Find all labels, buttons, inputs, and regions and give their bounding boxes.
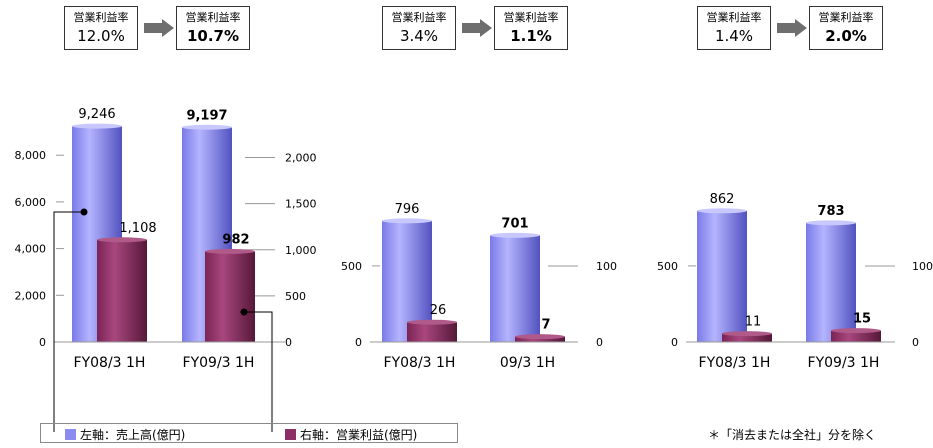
margin-after-value: 10.7% — [186, 27, 240, 45]
left-axis-tick-label: 6,000 — [15, 196, 47, 209]
sales-value-label: 796 — [395, 202, 420, 217]
profit-bar-top — [97, 237, 147, 243]
arrow-right-icon — [462, 19, 492, 37]
right-axis-tick-label: 100 — [912, 260, 933, 273]
margin-after-value: 2.0% — [825, 27, 867, 45]
right-axis-tick-label: 100 — [596, 260, 617, 273]
connector-left-dot — [80, 208, 88, 216]
category-label: FY09/3 1H — [183, 355, 255, 371]
profit-value-label: 982 — [222, 232, 249, 247]
sales-bar — [697, 210, 747, 342]
margin-label: 営業利益率 — [503, 11, 559, 24]
left-axis-tick-label: 0 — [39, 336, 46, 349]
legend-item-profit: 右軸：営業利益(億円) — [285, 426, 417, 443]
profit-bar — [97, 239, 147, 342]
category-label: FY08/3 1H — [699, 355, 771, 371]
legend-swatch-sales — [65, 429, 76, 440]
legend-connectors — [53, 208, 273, 432]
margin-before-box: 営業利益率 1.4% — [697, 6, 771, 50]
right-axis-tick-label: 500 — [285, 290, 306, 303]
right-axis-tick-label: 0 — [285, 336, 292, 349]
margin-label: 営業利益率 — [706, 11, 762, 24]
margin-label: 営業利益率 — [391, 11, 447, 24]
left-axis-tick-label: 500 — [657, 260, 678, 273]
margin-before-box: 営業利益率 12.0% — [64, 6, 138, 50]
category-label: FY08/3 1H — [384, 355, 456, 371]
sales-bar-top — [182, 124, 232, 130]
right-axis-tick-label: 2,000 — [285, 152, 317, 165]
connector-right-dot — [240, 308, 248, 316]
sales-value-label: 701 — [501, 216, 528, 231]
footnote: ＊「消去または全社」分を除く — [708, 428, 877, 442]
arrow-right-icon — [144, 19, 174, 37]
margin-label: 営業利益率 — [73, 11, 129, 24]
sales-bar-top — [382, 218, 432, 224]
right-axis-tick-label: 0 — [912, 336, 919, 349]
profit-value-label: 11 — [745, 315, 762, 330]
margin-before-value: 3.4% — [399, 27, 439, 45]
sales-value-label: 783 — [817, 204, 844, 219]
profit-value-label: 7 — [541, 318, 550, 333]
right-axis-tick-label: 1,500 — [285, 198, 317, 211]
legend: 左軸：売上高(億円) 右軸：営業利益(億円) — [40, 423, 458, 443]
margin-before-value: 12.0% — [77, 27, 125, 45]
profit-bar — [831, 330, 881, 342]
category-label: 09/3 1H — [500, 355, 555, 371]
profit-value-label: 15 — [853, 312, 871, 327]
margin-after-box: 営業利益率 1.1% — [494, 6, 568, 50]
connector-right — [244, 311, 273, 432]
profit-bar-top — [831, 328, 881, 334]
legend-label-profit: 右軸：営業利益(億円) — [300, 428, 418, 442]
profit-bar — [722, 333, 772, 342]
margin-label: 営業利益率 — [818, 11, 874, 24]
sales-value-label: 9,246 — [78, 107, 115, 122]
left-axis-tick-label: 0 — [671, 336, 678, 349]
sales-value-label: 862 — [710, 192, 735, 207]
right-axis-tick-label: 1,000 — [285, 244, 317, 257]
profit-bar — [515, 336, 565, 342]
profit-value-label: 1,108 — [119, 221, 156, 236]
sales-bar-top — [490, 232, 540, 238]
sales-bar — [806, 222, 856, 342]
left-axis-tick-label: 500 — [341, 260, 362, 273]
profit-bar — [407, 322, 457, 342]
sales-bar-top — [697, 208, 747, 214]
profit-bar-top — [205, 248, 255, 254]
profit-value-label: 26 — [430, 303, 447, 318]
chart-layer: 0 2,000 4,000 6,000 8,000 0 500 1,000 1,500 2,000… — [15, 107, 933, 371]
legend-item-sales: 左軸：売上高(億円) — [65, 426, 185, 443]
sales-bar-top — [72, 123, 122, 129]
left-axis-tick-label: 0 — [355, 336, 362, 349]
left-axis-tick-label: 2,000 — [15, 289, 47, 302]
margin-after-value: 1.1% — [510, 27, 552, 45]
profit-bar-top — [515, 334, 565, 340]
category-label: FY09/3 1H — [808, 355, 880, 371]
connector-left — [53, 211, 84, 432]
legend-swatch-profit — [285, 429, 296, 440]
margin-after-box: 営業利益率 10.7% — [176, 6, 250, 50]
sales-value-label: 9,197 — [186, 108, 227, 123]
profit-bar — [205, 251, 255, 342]
sales-bar-top — [806, 220, 856, 226]
right-axis-tick-label: 0 — [596, 336, 603, 349]
margin-after-box: 営業利益率 2.0% — [809, 6, 883, 50]
left-axis-tick-label: 4,000 — [15, 243, 47, 256]
profit-bar-top — [407, 319, 457, 325]
profit-bar-top — [722, 331, 772, 337]
left-axis-tick-label: 8,000 — [15, 149, 47, 162]
arrow-right-icon — [777, 19, 807, 37]
margin-label: 営業利益率 — [185, 11, 241, 24]
sales-bar — [490, 235, 540, 342]
category-label: FY08/3 1H — [74, 355, 146, 371]
legend-label-sales: 左軸：売上高(億円) — [80, 428, 186, 442]
margin-before-value: 1.4% — [714, 27, 754, 45]
margin-before-box: 営業利益率 3.4% — [382, 6, 456, 50]
